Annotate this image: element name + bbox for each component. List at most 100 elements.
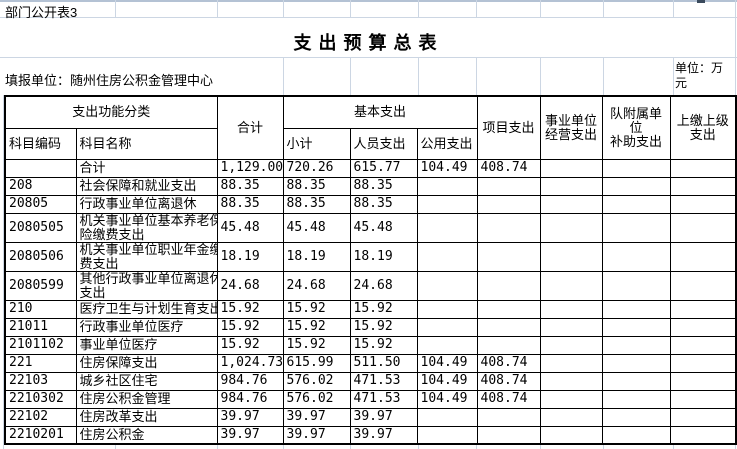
value-cell[interactable] [601, 241, 671, 272]
value-cell[interactable]: 39.97 [349, 425, 418, 445]
subject-name-cell[interactable]: 住房公积金 [75, 425, 218, 445]
value-cell[interactable] [416, 299, 478, 319]
value-cell[interactable]: 615.77 [349, 158, 418, 178]
value-cell[interactable] [539, 212, 603, 243]
value-cell[interactable] [476, 335, 541, 355]
value-cell[interactable] [416, 176, 478, 196]
value-cell[interactable]: 104.49 [416, 389, 478, 409]
subject-code-cell[interactable]: 221 [4, 353, 77, 373]
value-cell[interactable] [601, 270, 671, 301]
value-cell[interactable] [476, 317, 541, 337]
value-cell[interactable] [669, 241, 737, 272]
value-cell[interactable] [601, 371, 671, 391]
value-cell[interactable] [539, 425, 603, 445]
value-cell[interactable] [539, 176, 603, 196]
value-cell[interactable]: 88.35 [349, 176, 418, 196]
value-cell[interactable] [539, 158, 603, 178]
value-cell[interactable] [416, 317, 478, 337]
value-cell[interactable]: 408.74 [476, 371, 541, 391]
value-cell[interactable]: 15.92 [282, 335, 351, 355]
value-cell[interactable] [539, 270, 603, 301]
value-cell[interactable]: 45.48 [282, 212, 351, 243]
value-cell[interactable]: 39.97 [282, 407, 351, 427]
value-cell[interactable] [539, 241, 603, 272]
value-cell[interactable]: 39.97 [349, 407, 418, 427]
subject-code-cell[interactable]: 208 [4, 176, 77, 196]
header-basic[interactable]: 基本支出 [282, 95, 478, 129]
value-cell[interactable]: 720.26 [282, 158, 351, 178]
value-cell[interactable] [601, 425, 671, 445]
value-cell[interactable]: 104.49 [416, 371, 478, 391]
value-cell[interactable]: 576.02 [282, 389, 351, 409]
value-cell[interactable] [669, 212, 737, 243]
value-cell[interactable]: 18.19 [282, 241, 351, 272]
subject-code-cell[interactable]: 210 [4, 299, 77, 319]
value-cell[interactable] [601, 176, 671, 196]
value-cell[interactable]: 408.74 [476, 353, 541, 373]
value-cell[interactable]: 18.19 [216, 241, 284, 272]
value-cell[interactable] [669, 317, 737, 337]
value-cell[interactable]: 576.02 [282, 371, 351, 391]
subject-name-cell[interactable]: 事业单位医疗 [75, 335, 218, 355]
header-total[interactable]: 合计 [216, 95, 284, 160]
header-subtotal[interactable]: 小计 [282, 127, 351, 160]
subject-code-cell[interactable]: 2210201 [4, 425, 77, 445]
value-cell[interactable]: 15.92 [349, 335, 418, 355]
value-cell[interactable] [476, 425, 541, 445]
value-cell[interactable]: 24.68 [282, 270, 351, 301]
value-cell[interactable] [669, 371, 737, 391]
value-cell[interactable]: 408.74 [476, 158, 541, 178]
value-cell[interactable] [669, 176, 737, 196]
value-cell[interactable] [601, 158, 671, 178]
subject-name-cell[interactable]: 合计 [75, 158, 218, 178]
value-cell[interactable]: 984.76 [216, 371, 284, 391]
value-cell[interactable] [539, 371, 603, 391]
value-cell[interactable]: 15.92 [282, 299, 351, 319]
value-cell[interactable] [416, 194, 478, 214]
value-cell[interactable] [416, 407, 478, 427]
subject-name-cell[interactable]: 行政事业单位离退休 [75, 194, 218, 214]
header-subsidy[interactable]: 队附属单位 补助支出 [601, 95, 671, 160]
header-public[interactable]: 公用支出 [416, 127, 478, 160]
subject-name-cell[interactable]: 其他行政事业单位离退休 支出 [75, 270, 218, 301]
subject-code-cell[interactable]: 2101102 [4, 335, 77, 355]
subject-name-cell[interactable]: 住房改革支出 [75, 407, 218, 427]
value-cell[interactable]: 615.99 [282, 353, 351, 373]
subject-code-cell[interactable]: 2080506 [4, 241, 77, 272]
value-cell[interactable] [601, 335, 671, 355]
value-cell[interactable] [539, 353, 603, 373]
value-cell[interactable] [476, 407, 541, 427]
value-cell[interactable]: 471.53 [349, 389, 418, 409]
value-cell[interactable]: 88.35 [216, 176, 284, 196]
value-cell[interactable]: 88.35 [216, 194, 284, 214]
value-cell[interactable] [601, 317, 671, 337]
value-cell[interactable] [539, 335, 603, 355]
subject-code-cell[interactable]: 20805 [4, 194, 77, 214]
value-cell[interactable]: 15.92 [282, 317, 351, 337]
subject-code-cell[interactable]: 22103 [4, 371, 77, 391]
value-cell[interactable] [539, 389, 603, 409]
value-cell[interactable] [539, 407, 603, 427]
value-cell[interactable] [416, 425, 478, 445]
value-cell[interactable] [669, 425, 737, 445]
value-cell[interactable] [416, 335, 478, 355]
value-cell[interactable]: 408.74 [476, 389, 541, 409]
value-cell[interactable] [476, 241, 541, 272]
value-cell[interactable] [476, 212, 541, 243]
subject-name-cell[interactable]: 医疗卫生与计划生育支出 [75, 299, 218, 319]
value-cell[interactable]: 104.49 [416, 158, 478, 178]
value-cell[interactable] [476, 270, 541, 301]
value-cell[interactable] [601, 194, 671, 214]
value-cell[interactable]: 104.49 [416, 353, 478, 373]
value-cell[interactable]: 24.68 [216, 270, 284, 301]
value-cell[interactable] [669, 389, 737, 409]
subject-name-cell[interactable]: 机关事业单位职业年金缴 费支出 [75, 241, 218, 272]
header-project[interactable]: 项目支出 [476, 95, 541, 160]
value-cell[interactable] [539, 194, 603, 214]
value-cell[interactable] [669, 194, 737, 214]
value-cell[interactable]: 1,024.73 [216, 353, 284, 373]
value-cell[interactable] [539, 299, 603, 319]
value-cell[interactable]: 984.76 [216, 389, 284, 409]
subject-name-cell[interactable]: 住房保障支出 [75, 353, 218, 373]
value-cell[interactable]: 18.19 [349, 241, 418, 272]
